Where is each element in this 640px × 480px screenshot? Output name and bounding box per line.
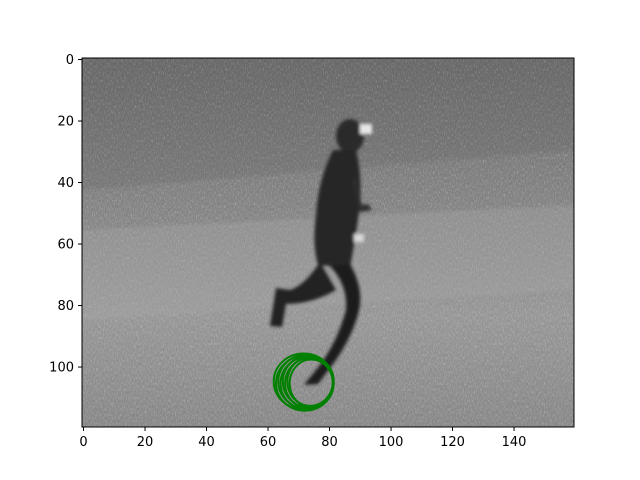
y-tick-label: 80	[57, 299, 74, 314]
x-axis: 0 20 40 60 80 100 120 140	[79, 427, 526, 450]
runner-face-highlight	[360, 124, 372, 134]
y-tick-label: 20	[57, 115, 74, 130]
tracking-ellipses	[272, 352, 335, 412]
y-tick-label: 40	[57, 176, 74, 191]
y-tick-label: 100	[49, 361, 74, 376]
runner-back-leg	[270, 262, 336, 327]
y-axis: 0 20 40 60 80 100	[49, 53, 82, 376]
y-tick-label: 0	[66, 53, 74, 68]
x-tick-label: 80	[321, 435, 338, 450]
axes-frame	[81, 57, 575, 428]
runner-hand-highlight	[354, 234, 364, 242]
runner-head	[336, 119, 364, 153]
runner-front-leg	[304, 264, 361, 385]
x-tick-label: 40	[198, 435, 215, 450]
x-tick-label: 60	[260, 435, 277, 450]
runner-figure	[270, 119, 372, 385]
x-tick-label: 120	[440, 435, 465, 450]
x-tick-label: 0	[79, 435, 87, 450]
x-tick-label: 100	[379, 435, 404, 450]
image-plot	[82, 58, 574, 427]
x-tick-label: 140	[502, 435, 527, 450]
y-tick-label: 60	[57, 238, 74, 253]
ground-dark-band	[82, 58, 574, 190]
runner-torso	[314, 150, 361, 268]
runner-arm	[352, 176, 372, 212]
x-tick-label: 20	[137, 435, 154, 450]
tracking-ellipse	[288, 358, 334, 409]
